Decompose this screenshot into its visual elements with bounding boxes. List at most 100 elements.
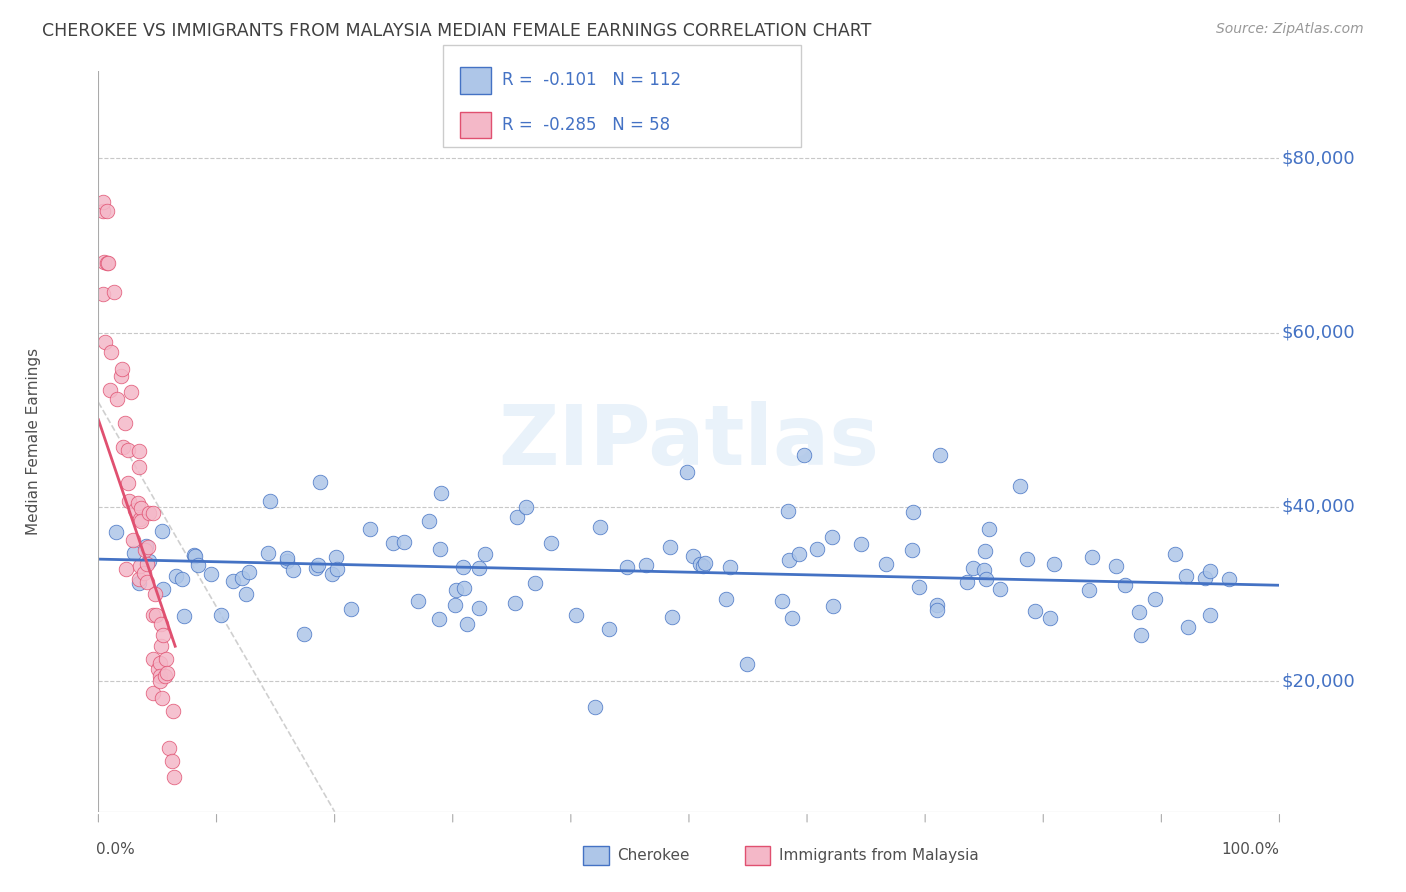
Point bbox=[956, 575, 979, 590]
Point bbox=[770, 594, 793, 608]
Point bbox=[142, 607, 165, 622]
Point bbox=[908, 580, 931, 594]
Point bbox=[1130, 628, 1153, 642]
Point bbox=[150, 524, 173, 538]
Point bbox=[900, 542, 922, 557]
Point bbox=[503, 596, 526, 610]
Point bbox=[598, 622, 620, 636]
Point bbox=[1081, 549, 1104, 564]
Point bbox=[105, 392, 128, 406]
Point bbox=[1194, 571, 1216, 585]
Text: $60,000: $60,000 bbox=[1282, 324, 1355, 342]
Point bbox=[91, 203, 114, 218]
Point bbox=[583, 700, 606, 714]
Point bbox=[308, 475, 330, 489]
Text: CHEROKEE VS IMMIGRANTS FROM MALAYSIA MEDIAN FEMALE EARNINGS CORRELATION CHART: CHEROKEE VS IMMIGRANTS FROM MALAYSIA MED… bbox=[42, 22, 872, 40]
Point bbox=[149, 656, 172, 670]
Point bbox=[281, 563, 304, 577]
Point bbox=[974, 573, 997, 587]
Point bbox=[325, 562, 347, 576]
Point bbox=[93, 195, 115, 210]
Point bbox=[676, 465, 699, 479]
Point bbox=[692, 558, 714, 573]
Point bbox=[155, 669, 177, 683]
Point bbox=[172, 572, 194, 586]
Point bbox=[134, 543, 156, 558]
Point bbox=[780, 611, 803, 625]
Point bbox=[689, 558, 711, 572]
Text: ZIPatlas: ZIPatlas bbox=[499, 401, 879, 482]
Point bbox=[925, 598, 948, 612]
Point bbox=[793, 448, 815, 462]
Point bbox=[165, 569, 187, 583]
Point bbox=[540, 536, 562, 550]
Point bbox=[143, 587, 166, 601]
Point bbox=[430, 486, 453, 500]
Text: R =  -0.101   N = 112: R = -0.101 N = 112 bbox=[502, 71, 681, 89]
Point bbox=[823, 599, 845, 613]
Point bbox=[340, 602, 363, 616]
Point bbox=[110, 368, 132, 383]
Point bbox=[128, 459, 150, 474]
Text: $40,000: $40,000 bbox=[1282, 498, 1355, 516]
Text: 100.0%: 100.0% bbox=[1222, 842, 1279, 857]
Point bbox=[927, 603, 949, 617]
Point bbox=[875, 557, 897, 571]
Point bbox=[359, 522, 381, 536]
Text: R =  -0.285   N = 58: R = -0.285 N = 58 bbox=[502, 116, 671, 134]
Point bbox=[129, 514, 152, 528]
Point bbox=[1177, 620, 1199, 634]
Point bbox=[117, 476, 139, 491]
Point bbox=[118, 494, 141, 508]
Point bbox=[456, 617, 478, 632]
Point bbox=[97, 255, 120, 269]
Point bbox=[150, 639, 173, 653]
Point bbox=[381, 535, 404, 549]
Point bbox=[661, 610, 683, 624]
Text: Cherokee: Cherokee bbox=[617, 848, 690, 863]
Point bbox=[152, 628, 174, 642]
Text: Median Female Earnings: Median Female Earnings bbox=[25, 348, 41, 535]
Point bbox=[589, 520, 612, 534]
Point bbox=[973, 563, 995, 577]
Point bbox=[418, 514, 440, 528]
Point bbox=[128, 512, 150, 526]
Point bbox=[1043, 558, 1066, 572]
Point bbox=[616, 559, 638, 574]
Point bbox=[1077, 582, 1099, 597]
Point bbox=[162, 704, 184, 718]
Point bbox=[778, 552, 800, 566]
Point bbox=[135, 574, 157, 589]
Point bbox=[1105, 558, 1128, 573]
Point bbox=[427, 611, 450, 625]
Point bbox=[429, 542, 451, 557]
Point bbox=[100, 344, 122, 359]
Point bbox=[127, 496, 149, 510]
Point bbox=[129, 559, 152, 574]
Point bbox=[806, 542, 828, 557]
Point bbox=[150, 616, 173, 631]
Point bbox=[128, 572, 150, 586]
Text: $20,000: $20,000 bbox=[1282, 672, 1355, 690]
Point bbox=[115, 562, 138, 576]
Text: Immigrants from Malaysia: Immigrants from Malaysia bbox=[779, 848, 979, 863]
Point bbox=[1114, 578, 1136, 592]
Point bbox=[977, 522, 1000, 536]
Point bbox=[103, 285, 125, 299]
Point bbox=[292, 627, 315, 641]
Point bbox=[307, 558, 329, 573]
Point bbox=[156, 666, 179, 681]
Point bbox=[136, 540, 159, 554]
Point bbox=[155, 652, 177, 666]
Point bbox=[135, 540, 157, 554]
Point bbox=[821, 530, 844, 544]
Text: $80,000: $80,000 bbox=[1282, 150, 1355, 168]
Point bbox=[1198, 564, 1220, 578]
Point bbox=[111, 440, 134, 454]
Point bbox=[444, 582, 467, 597]
Point bbox=[157, 741, 180, 756]
Point bbox=[990, 582, 1012, 597]
Point bbox=[851, 537, 873, 551]
Point bbox=[111, 362, 134, 376]
Point bbox=[1175, 569, 1198, 583]
